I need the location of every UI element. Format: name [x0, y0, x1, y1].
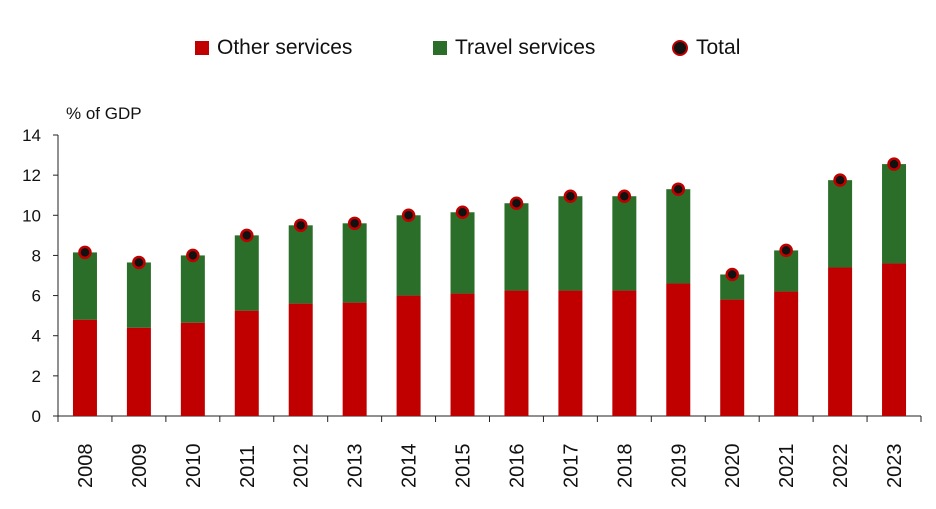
bar-travel-services [774, 250, 799, 292]
bar-travel-services [72, 252, 97, 320]
bar-travel-services [126, 262, 151, 328]
total-marker [132, 255, 146, 270]
bar-other-services [666, 283, 691, 416]
x-tick-label: 2014 [399, 444, 421, 489]
legend-swatch-other [195, 41, 209, 55]
total-marker [401, 208, 416, 223]
bar-other-services [612, 290, 637, 416]
bar-travel-services [882, 164, 907, 264]
legend-marker-total [672, 40, 688, 56]
total-marker [617, 189, 632, 203]
x-tick-label: 2009 [129, 444, 151, 489]
x-tick-label: 2012 [291, 444, 313, 489]
total-marker [671, 182, 686, 196]
chart-legend: Other services Travel services Total [0, 36, 936, 64]
y-tick-label: 4 [32, 327, 41, 346]
bar-other-services [180, 322, 205, 416]
bar-other-services [342, 302, 367, 416]
x-tick-label: 2017 [560, 444, 582, 489]
bar-other-services [828, 267, 853, 416]
bar-travel-services [828, 180, 853, 268]
legend-swatch-travel [433, 41, 447, 55]
bar-travel-services [288, 225, 313, 304]
y-tick-label: 8 [32, 246, 41, 265]
y-tick-label: 10 [22, 206, 41, 225]
total-marker [779, 243, 793, 258]
total-marker [186, 248, 200, 263]
total-marker [509, 196, 524, 210]
x-tick-label: 2008 [75, 444, 97, 489]
bar-travel-services [342, 223, 367, 303]
bar-other-services [288, 303, 313, 416]
legend-label-travel: Travel services [455, 36, 596, 59]
total-marker [78, 245, 92, 260]
bar-travel-services [180, 255, 205, 323]
bar-other-services [450, 293, 475, 416]
bar-other-services [774, 291, 799, 416]
total-marker [347, 216, 362, 231]
bar-other-services [126, 327, 151, 416]
legend-label-other: Other services [217, 36, 353, 59]
y-tick-label: 12 [22, 166, 41, 185]
x-tick-label: 2010 [183, 444, 205, 489]
bar-other-services [396, 295, 421, 416]
bar-other-services [234, 310, 259, 416]
x-tick-label: 2022 [830, 444, 852, 489]
bar-travel-services [450, 212, 475, 294]
total-marker [833, 173, 847, 187]
bar-travel-services [396, 215, 421, 296]
legend-item-travel-services: Travel services [433, 36, 595, 60]
y-axis-label: % of GDP [66, 104, 142, 123]
bar-other-services [72, 319, 97, 416]
total-marker [240, 228, 254, 243]
x-tick-label: 2023 [884, 444, 906, 489]
x-tick-label: 2015 [453, 444, 475, 489]
x-tick-label: 2020 [722, 444, 744, 489]
bar-travel-services [504, 203, 529, 291]
y-tick-label: 2 [32, 367, 41, 386]
x-tick-label: 2018 [614, 444, 636, 489]
total-marker [455, 205, 470, 220]
total-marker [563, 189, 578, 203]
bar-travel-services [234, 235, 259, 311]
x-tick-label: 2016 [506, 444, 528, 489]
y-tick-label: 0 [32, 407, 41, 426]
x-tick-label: 2019 [668, 444, 690, 489]
total-marker [293, 218, 308, 233]
x-tick-label: 2011 [237, 445, 259, 488]
y-tick-label: 14 [22, 126, 41, 145]
x-tick-label: 2013 [345, 444, 367, 489]
bar-other-services [720, 299, 745, 416]
x-tick-label: 2021 [776, 444, 798, 489]
bar-travel-services [612, 196, 637, 291]
total-marker [887, 157, 901, 171]
total-marker [725, 267, 739, 282]
legend-item-total: Total [672, 36, 740, 60]
bar-travel-services [666, 189, 691, 284]
bar-travel-services [558, 196, 583, 291]
legend-item-other-services: Other services [195, 36, 352, 60]
bar-other-services [558, 290, 583, 416]
legend-label-total: Total [696, 36, 741, 59]
bar-other-services [882, 263, 907, 416]
bar-other-services [504, 290, 529, 416]
y-tick-label: 6 [32, 287, 41, 306]
